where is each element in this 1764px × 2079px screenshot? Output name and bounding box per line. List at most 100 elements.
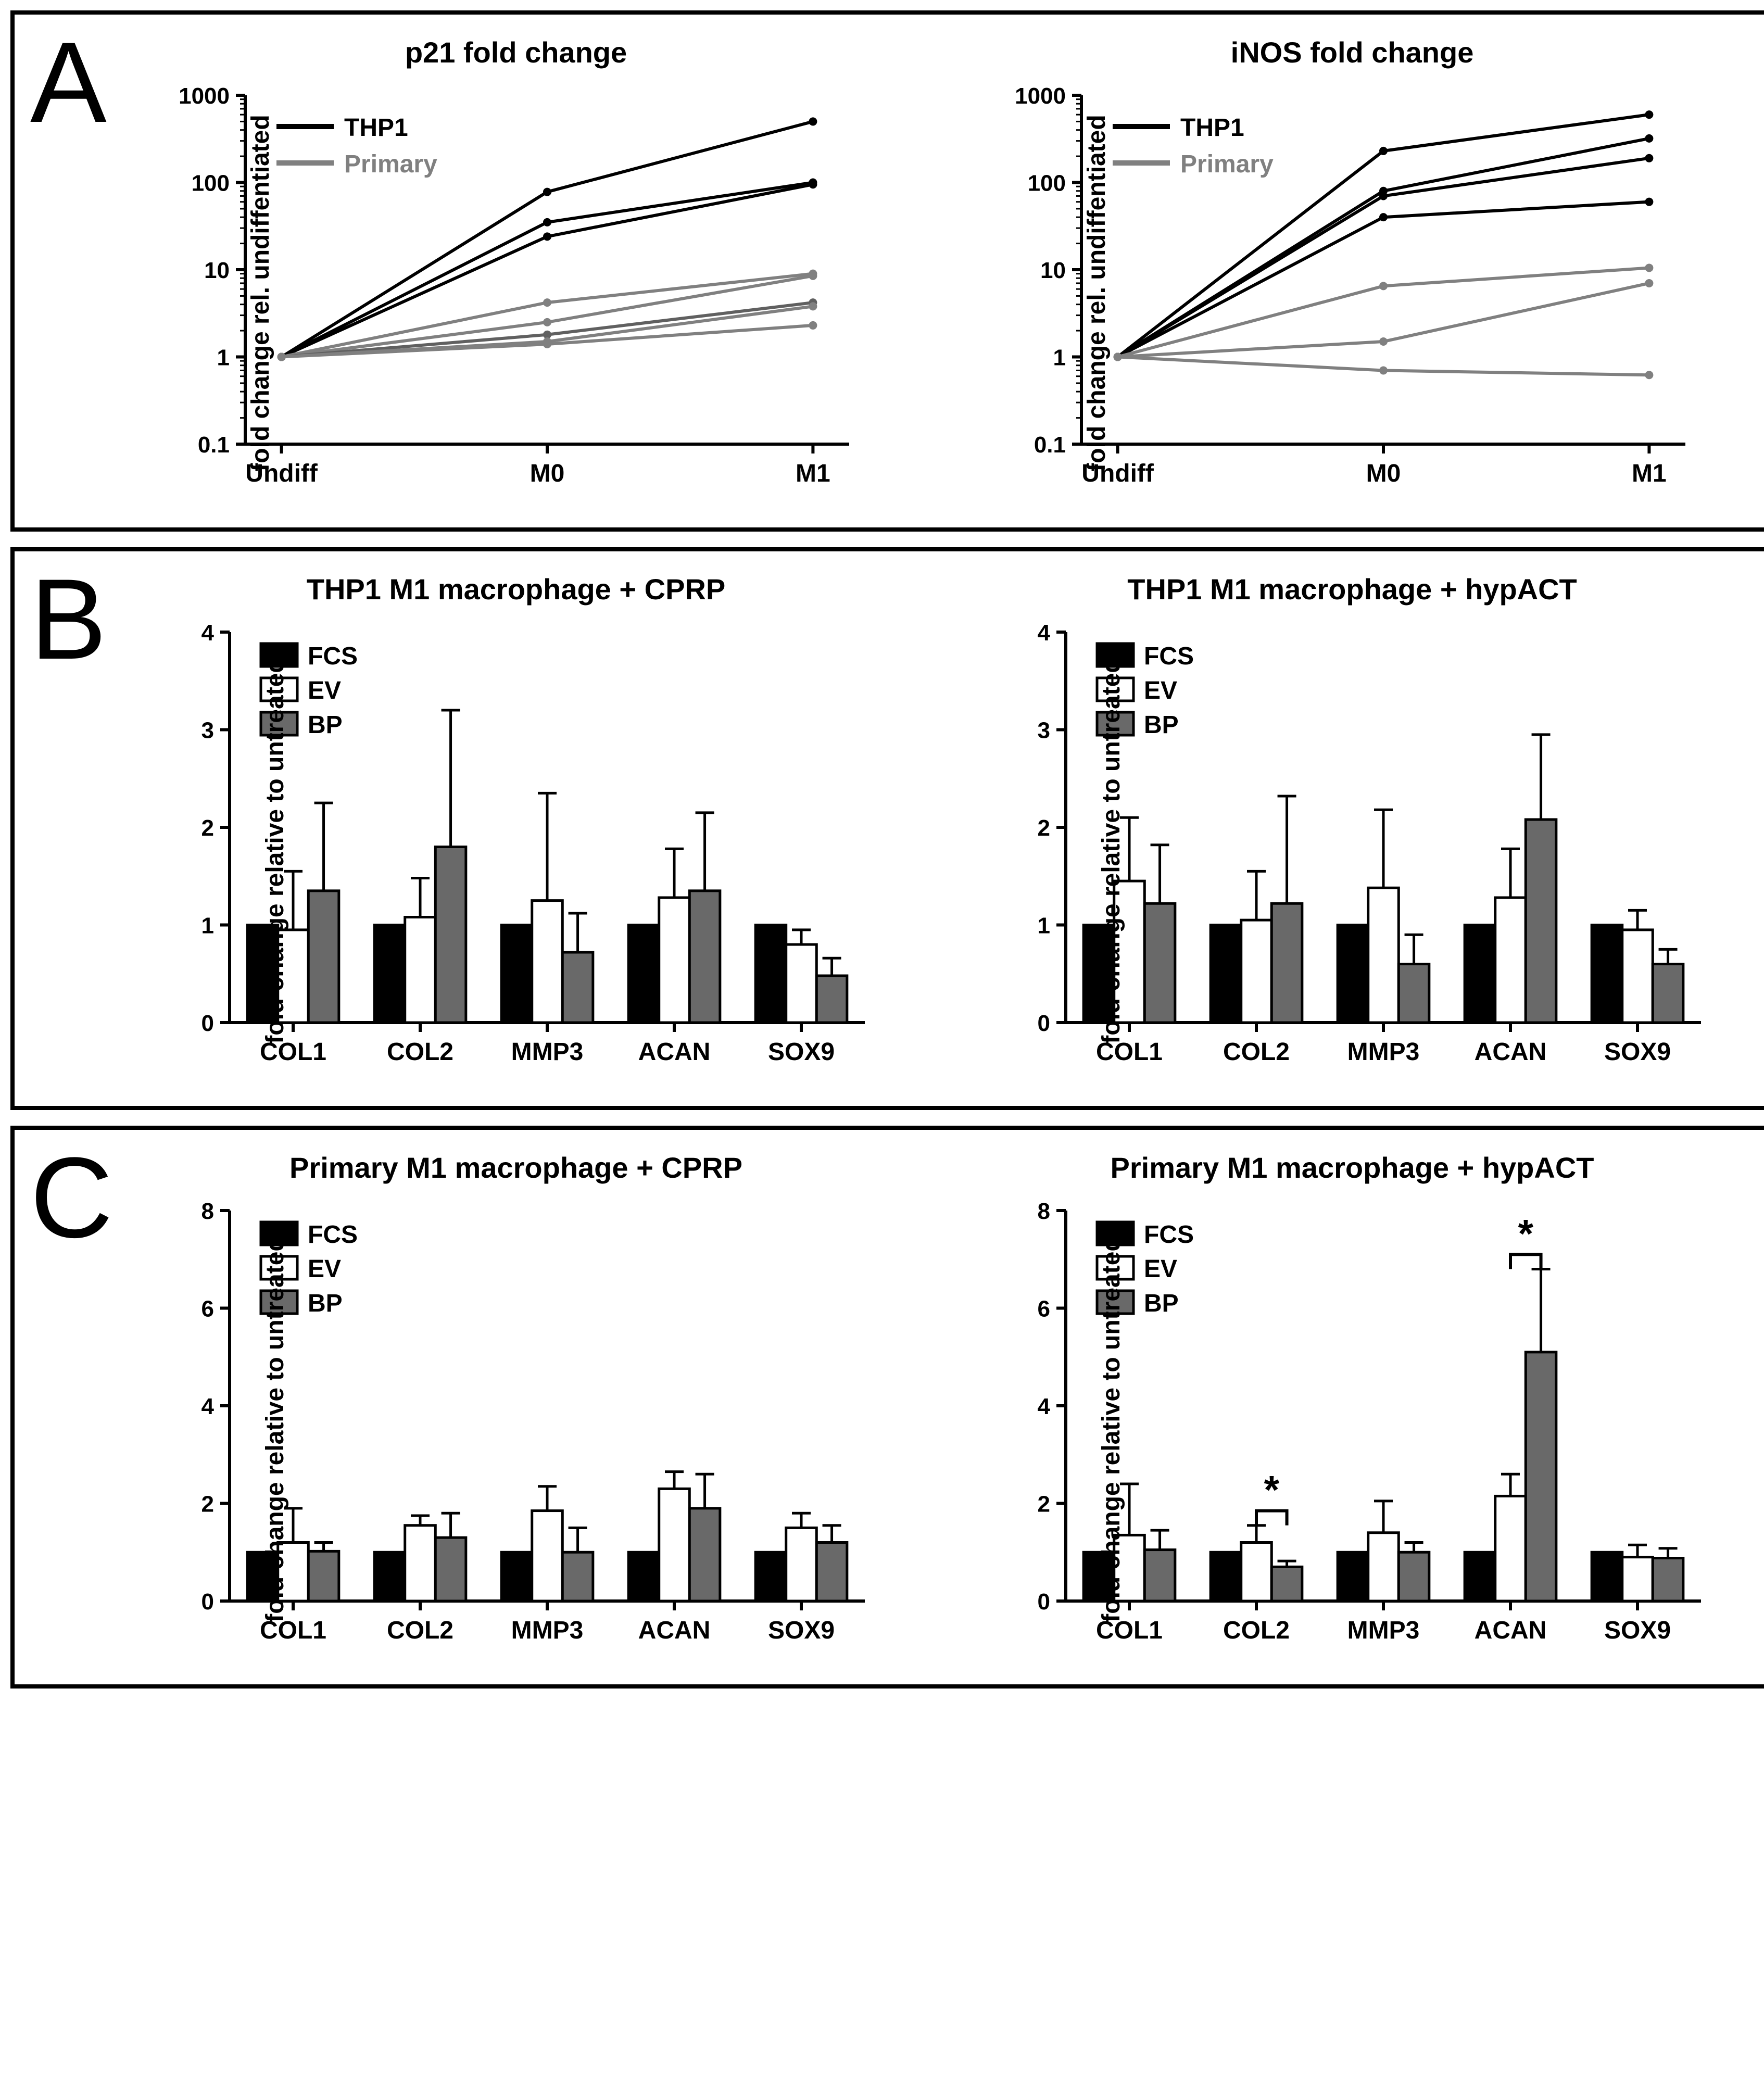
svg-text:2: 2 (1038, 815, 1050, 841)
svg-text:100: 100 (1028, 171, 1066, 196)
svg-text:EV: EV (1144, 677, 1177, 704)
panel-b-chart-1-title: THP1 M1 macrophage + hypACT (1127, 572, 1577, 606)
panel-a-chart-1-wrap: iNOS fold change fold change rel. undiffe… (955, 35, 1749, 507)
svg-text:EV: EV (1144, 1255, 1177, 1283)
panel-b-chart-0-svg: 01234COL1COL2MMP3ACANSOX9FCSEVBP (119, 616, 913, 1085)
svg-text:M1: M1 (1632, 460, 1667, 487)
panel-b-label: B (30, 562, 107, 676)
panel-c-chart-1-wrap: Primary M1 macrophage + hypACT fold chang… (955, 1151, 1749, 1664)
svg-text:EV: EV (308, 677, 341, 704)
svg-text:COL2: COL2 (387, 1038, 453, 1066)
svg-text:8: 8 (201, 1199, 214, 1224)
panel-c-chart-0-plot: fold change relative to untreated02468CO… (119, 1195, 913, 1664)
panel-c-chart-1-svg: 02468COL1COL2MMP3ACANSOX9**FCSEVBP (955, 1195, 1749, 1664)
panel-b-chart-0-plot: fold change relative to untreated 0 1 2 3 4 CO… (119, 616, 913, 1085)
svg-text:FCS: FCS (308, 1221, 358, 1249)
panel-a-chart-1-plot: fold change rel. undiffentiated 0.1 1 10 100… (955, 80, 1749, 507)
panel-b-chart-1-plot: fold change relative to untreated 0 1 2 3 4 CO… (955, 616, 1749, 1085)
panel-b-chart-1-wrap: THP1 M1 macrophage + hypACT fold change r… (955, 572, 1749, 1085)
panel-c: C Primary M1 macrophage + CPRP fold chang… (10, 1126, 1764, 1689)
svg-text:10: 10 (204, 258, 230, 283)
svg-text:1000: 1000 (1015, 83, 1066, 109)
panel-c-chart-1-title: Primary M1 macrophage + hypACT (1111, 1151, 1594, 1185)
svg-text:3: 3 (201, 718, 214, 744)
panel-b-chart-0-title: THP1 M1 macrophage + CPRP (307, 572, 725, 606)
svg-text:100: 100 (192, 171, 230, 196)
svg-text:2: 2 (201, 815, 214, 841)
svg-text:MMP3: MMP3 (511, 1038, 584, 1066)
svg-text:1000: 1000 (179, 83, 230, 109)
svg-text:MMP3: MMP3 (1347, 1038, 1420, 1066)
panel-c-chart-0-svg: 02468COL1COL2MMP3ACANSOX9FCSEVBP (119, 1195, 913, 1664)
panel-c-chart-0-ylabel: fold change relative to untreated (261, 1236, 289, 1622)
panel-b-chart-1-ylabel: fold change relative to untreated (1097, 658, 1126, 1043)
svg-text:0: 0 (1038, 1589, 1050, 1615)
svg-text:ACAN: ACAN (1475, 1617, 1547, 1644)
svg-text:0.1: 0.1 (1034, 432, 1066, 458)
svg-text:Primary: Primary (344, 150, 437, 178)
svg-text:*: * (1518, 1212, 1533, 1256)
svg-text:FCS: FCS (1144, 642, 1194, 670)
panel-a: A p21 fold change fold change rel. undiff… (10, 10, 1764, 532)
svg-text:0: 0 (1038, 1011, 1050, 1036)
panel-c-label: C (30, 1140, 113, 1255)
svg-text:0.1: 0.1 (198, 432, 230, 458)
panel-c-chart-0-title: Primary M1 macrophage + CPRP (289, 1151, 742, 1185)
svg-text:MMP3: MMP3 (1347, 1617, 1420, 1644)
panel-a-chart-0-title: p21 fold change (405, 35, 627, 69)
panel-a-chart-1-svg: 0.11101001000UndiffM0M1THP1Primary (955, 80, 1749, 507)
panel-c-chart-1-plot: fold change relative to untreated02468CO… (955, 1195, 1749, 1664)
svg-text:SOX9: SOX9 (1604, 1038, 1671, 1066)
svg-text:SOX9: SOX9 (768, 1038, 835, 1066)
svg-text:2: 2 (1038, 1492, 1050, 1517)
svg-text:COL2: COL2 (1223, 1617, 1290, 1644)
svg-text:10: 10 (1040, 258, 1066, 283)
panel-a-chart-0-ylabel: fold change rel. undiffentiated (246, 115, 275, 471)
panel-a-chart-1-ylabel: fold change rel. undiffentiated (1082, 115, 1111, 471)
svg-text:2: 2 (201, 1492, 214, 1517)
svg-text:0: 0 (201, 1589, 214, 1615)
svg-text:6: 6 (1038, 1296, 1050, 1322)
panel-b-chart-0-wrap: THP1 M1 macrophage + CPRP fold change rel… (119, 572, 913, 1085)
svg-text:1: 1 (201, 913, 214, 939)
svg-text:0: 0 (201, 1011, 214, 1036)
panel-a-chart-0-wrap: p21 fold change fold change rel. undiffen… (119, 35, 913, 507)
svg-text:8: 8 (1038, 1199, 1050, 1224)
svg-text:BP: BP (1144, 1290, 1179, 1317)
svg-text:4: 4 (201, 620, 215, 646)
svg-text:FCS: FCS (1144, 1221, 1194, 1249)
panel-c-chart-0-wrap: Primary M1 macrophage + CPRP fold change … (119, 1151, 913, 1664)
svg-text:4: 4 (201, 1394, 215, 1419)
svg-text:SOX9: SOX9 (768, 1617, 835, 1644)
svg-text:Primary: Primary (1180, 150, 1274, 178)
panel-c-chart-1-ylabel: fold change relative to untreated (1097, 1236, 1126, 1622)
svg-text:BP: BP (308, 711, 343, 739)
svg-text:*: * (1264, 1468, 1279, 1513)
panel-a-chart-0-svg: 0.11101001000UndiffM0M1THP1Primary (119, 80, 913, 507)
panel-a-chart-1-title: iNOS fold change (1231, 35, 1474, 69)
svg-text:EV: EV (308, 1255, 341, 1283)
svg-text:M0: M0 (1366, 460, 1401, 487)
svg-text:THP1: THP1 (1180, 114, 1244, 142)
svg-text:4: 4 (1038, 620, 1051, 646)
svg-text:ACAN: ACAN (638, 1038, 711, 1066)
svg-text:FCS: FCS (308, 642, 358, 670)
svg-text:M0: M0 (530, 460, 565, 487)
panel-b-chart-0-ylabel: fold change relative to untreated (261, 658, 289, 1043)
svg-text:THP1: THP1 (344, 114, 408, 142)
panel-a-chart-0-plot: fold change rel. undiffentiated 0.1 1 10 100… (119, 80, 913, 507)
figure: A p21 fold change fold change rel. undiff… (10, 10, 1764, 1689)
svg-text:1: 1 (217, 345, 230, 371)
panel-b-chart-1-svg: 01234COL1COL2MMP3ACANSOX9FCSEVBP (955, 616, 1749, 1085)
svg-text:3: 3 (1038, 718, 1050, 744)
svg-text:COL2: COL2 (387, 1617, 453, 1644)
svg-text:ACAN: ACAN (638, 1617, 711, 1644)
panel-a-label: A (30, 25, 107, 140)
svg-text:1: 1 (1053, 345, 1066, 371)
svg-text:BP: BP (1144, 711, 1179, 739)
svg-text:1: 1 (1038, 913, 1050, 939)
svg-text:COL2: COL2 (1223, 1038, 1290, 1066)
svg-text:M1: M1 (796, 460, 830, 487)
svg-text:BP: BP (308, 1290, 343, 1317)
panel-b: B THP1 M1 macrophage + CPRP fold change r… (10, 547, 1764, 1110)
